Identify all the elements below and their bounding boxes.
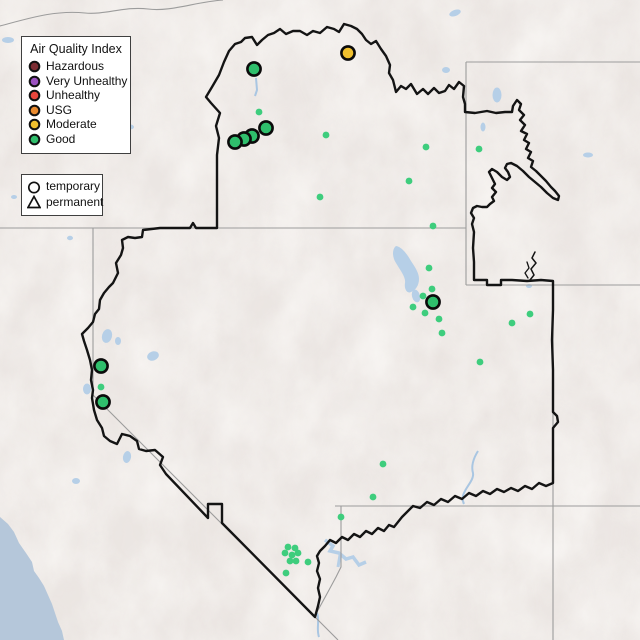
water-layer [0, 9, 593, 640]
monitor-small-dot[interactable] [435, 315, 443, 323]
legend-item-temporary: temporary [27, 180, 100, 194]
monitor-small-dot[interactable] [475, 145, 483, 153]
monitor-small-dot[interactable] [438, 329, 446, 337]
legend-item-label: temporary [46, 179, 101, 193]
aqi-legend-title: Air Quality Index [30, 42, 122, 56]
river [254, 77, 259, 97]
colorado-river [316, 612, 320, 638]
legend-item-label: Unhealthy [46, 88, 101, 102]
monitor-small-dot[interactable] [292, 557, 300, 565]
utah-lake [411, 289, 421, 303]
monitor-small-dot[interactable] [405, 177, 413, 185]
station-type-legend: temporary permanent [21, 174, 103, 216]
monitor-small-dot[interactable] [409, 303, 417, 311]
temporary-circle-icon [27, 180, 41, 194]
legend-item-label: USG [46, 102, 73, 117]
monitor-small-dot[interactable] [282, 569, 290, 577]
legend-item-label: Hazardous [46, 59, 105, 73]
monitor-small-dot[interactable] [255, 108, 263, 116]
monitor-small-dot[interactable] [294, 549, 302, 557]
great-salt-lake [393, 246, 419, 293]
usg-swatch-icon [28, 104, 41, 116]
legend-item-very-unhealthy: Very Unhealthy [28, 73, 128, 88]
monitor-temporary-circle[interactable] [258, 120, 274, 136]
great-basin-boundary [80, 22, 561, 619]
monitor-small-dot[interactable] [526, 310, 534, 318]
aqi-legend: Air Quality Index Hazardous Very Unhealt… [21, 36, 131, 154]
monitor-small-dot[interactable] [379, 460, 387, 468]
legend-item-moderate: Moderate [28, 118, 124, 131]
legend-item-label: Good [46, 131, 76, 146]
monitor-small-dot[interactable] [337, 513, 345, 521]
legend-item-permanent: permanent [27, 195, 103, 209]
legend-item-label: Moderate [46, 117, 97, 131]
walker-lake [122, 451, 132, 463]
hazardous-swatch-icon [28, 60, 41, 73]
monitor-small-dot[interactable] [429, 222, 437, 230]
pacific-ocean [0, 517, 64, 640]
bear-lake [492, 87, 502, 103]
legend-item-label: Very Unhealthy [46, 73, 128, 88]
legend-item-hazardous: Hazardous [28, 60, 124, 73]
lake-mead [323, 538, 367, 568]
monitor-small-dot[interactable] [281, 549, 289, 557]
unhealthy-swatch-icon [28, 89, 41, 102]
monitor-small-dot[interactable] [97, 383, 105, 391]
monitor-temporary-circle[interactable] [95, 394, 111, 410]
very-unhealthy-swatch-icon [28, 75, 41, 87]
monitor-small-dot[interactable] [419, 292, 427, 300]
monitor-small-dot[interactable] [369, 493, 377, 501]
legend-item-label: permanent [46, 194, 104, 209]
monitor-temporary-circle[interactable] [227, 134, 243, 150]
lake-tahoe [83, 383, 91, 395]
monitor-small-dot[interactable] [421, 309, 429, 317]
moderate-swatch-icon [28, 118, 41, 131]
monitor-small-dot[interactable] [284, 543, 292, 551]
pyramid-lake [101, 329, 113, 343]
legend-item-unhealthy: Unhealthy [28, 89, 124, 102]
permanent-triangle-icon [27, 195, 41, 209]
monitor-markers-layer [93, 45, 534, 577]
monitor-temporary-circle[interactable] [246, 61, 262, 77]
good-swatch-icon [28, 133, 41, 145]
monitor-small-dot[interactable] [425, 264, 433, 272]
monitor-small-dot[interactable] [286, 557, 294, 565]
monitor-small-dot[interactable] [316, 193, 324, 201]
monitor-temporary-circle[interactable] [93, 358, 109, 374]
monitor-small-dot[interactable] [428, 285, 436, 293]
monitor-temporary-circle[interactable] [340, 45, 356, 61]
legend-item-usg: USG [28, 102, 124, 117]
legend-item-good: Good [28, 131, 124, 146]
monitor-small-dot[interactable] [476, 358, 484, 366]
monitor-small-dot[interactable] [291, 544, 299, 552]
monitor-small-dot[interactable] [304, 558, 312, 566]
monitor-small-dot[interactable] [322, 131, 330, 139]
monitor-temporary-circle[interactable] [425, 294, 441, 310]
monitor-small-dot[interactable] [508, 319, 516, 327]
monitor-small-dot[interactable] [288, 551, 296, 559]
monitor-small-dot[interactable] [422, 143, 430, 151]
